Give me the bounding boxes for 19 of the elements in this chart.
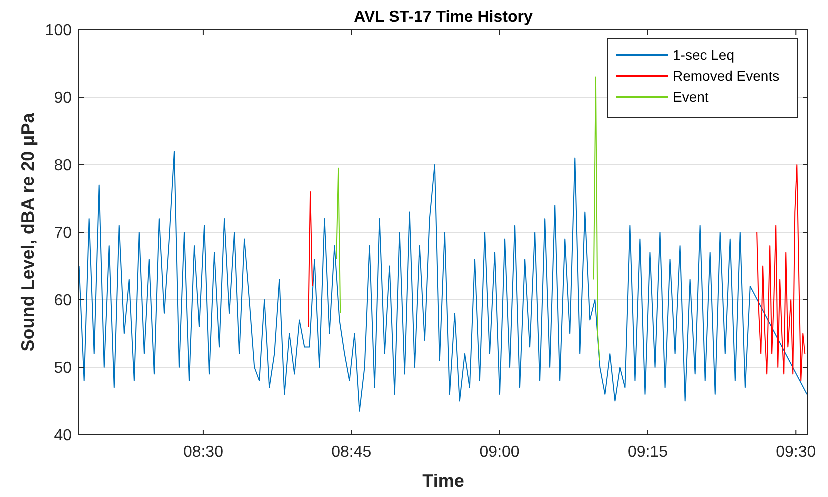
line-series	[79, 151, 808, 412]
y-tick-label: 70	[54, 225, 72, 242]
x-tick-label: 09:00	[480, 444, 520, 461]
y-tick-label: 50	[54, 360, 72, 378]
legend-label: 1-sec Leq	[673, 46, 734, 63]
y-axis-title: Sound Level, dBA re 20 μPa	[18, 112, 38, 352]
chart-title: AVL ST-17 Time History	[354, 9, 533, 26]
x-tick-label: 08:30	[183, 444, 224, 461]
y-tick-label: 40	[54, 428, 72, 445]
x-tick-label: 09:30	[776, 444, 816, 461]
y-tick-label: 90	[54, 90, 72, 108]
legend-label: Event	[673, 88, 709, 105]
y-tick-label: 60	[54, 292, 72, 310]
y-tick-label: 80	[54, 158, 72, 175]
y-tick-label: 100	[45, 22, 72, 40]
legend-label: Removed Events	[673, 68, 780, 84]
x-axis-title: Time	[422, 471, 464, 491]
x-tick-label: 08:45	[332, 444, 372, 461]
x-tick-label: 09:15	[628, 444, 668, 461]
